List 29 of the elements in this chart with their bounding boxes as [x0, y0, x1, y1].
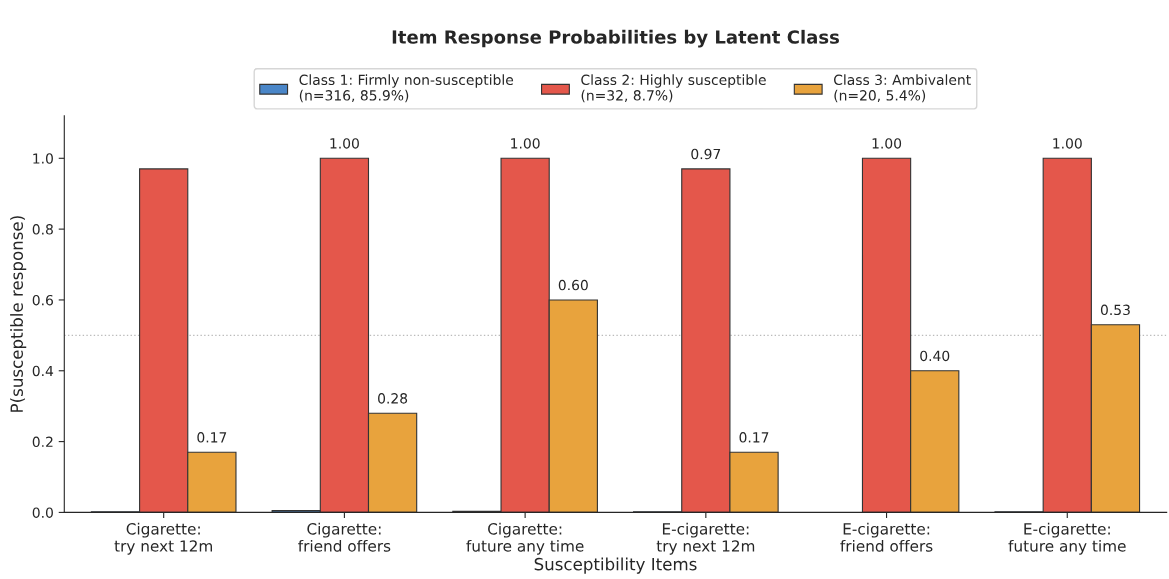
data-label: 0.17: [197, 432, 227, 443]
data-label: 0.28: [378, 393, 408, 404]
chart-title: Item Response Probabilities by Latent Class: [392, 29, 839, 48]
legend-label: Class 2: Highly susceptible (n=32, 8.7%): [581, 74, 766, 103]
data-label: 1.00: [330, 138, 359, 149]
x-axis-title: Susceptibility Items: [534, 557, 697, 574]
legend-label: Class 1: Firmly non-susceptible (n=316, 85.9%): [299, 74, 514, 103]
data-label: 0.97: [691, 148, 721, 160]
x-tick-label: E-cigarette: future any time: [1008, 522, 1126, 555]
x-tick-label: E-cigarette: try next 12m: [656, 522, 755, 555]
data-label: 1.00: [1053, 138, 1082, 149]
y-tick-label: 0.8: [32, 224, 53, 235]
y-tick-label: 0.2: [32, 436, 53, 448]
data-label: 0.53: [1100, 304, 1130, 316]
y-tick-label: 0.0: [32, 507, 53, 518]
data-label: 0.17: [739, 432, 769, 443]
data-label: 0.40: [920, 350, 950, 362]
y-tick-label: 1.0: [33, 153, 53, 164]
x-tick-label: E-cigarette: friend offers: [840, 522, 933, 552]
y-tick-label: 0.6: [32, 294, 53, 306]
y-axis-title: P(susceptible response): [10, 216, 27, 412]
data-label: 1.00: [511, 138, 540, 149]
y-tick-label: 0.4: [32, 365, 54, 377]
data-label: 0.60: [558, 279, 588, 291]
data-label: 1.00: [872, 138, 902, 149]
x-tick-label: Cigarette: future any time: [466, 522, 584, 555]
x-tick-label: Cigarette: try next 12m: [114, 522, 212, 555]
legend-label: Class 3: Ambivalent (n=20, 5.4%): [833, 74, 971, 103]
x-tick-label: Cigarette: friend offers: [298, 522, 391, 552]
